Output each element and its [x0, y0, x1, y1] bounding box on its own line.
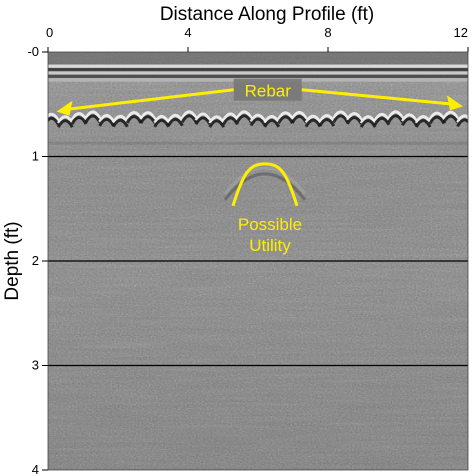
y-tick-label: 3	[32, 358, 39, 373]
utility-hyperbola-reflection-shadow	[223, 172, 307, 201]
x-tick-label: 8	[324, 25, 331, 40]
rebar-reflection-shadow	[98, 117, 115, 127]
rebar-reflection	[263, 114, 281, 124]
rebar-reflection-shadow	[442, 114, 460, 124]
rebar-reflection	[125, 110, 143, 120]
gridline-layer	[48, 155, 468, 367]
x-tick-label: 4	[184, 25, 191, 40]
rebar-reflection	[194, 112, 212, 122]
x-axis-title: Distance Along Profile (ft)	[160, 4, 374, 25]
rebar-reflection-shadow	[277, 115, 294, 124]
rebar-reflection-shadow	[373, 116, 391, 126]
rebar-reflection	[456, 114, 468, 124]
rebar-reflection	[359, 115, 377, 124]
rebar-annotation-label: Rebar	[245, 82, 292, 101]
x-tick-label: 0	[46, 25, 53, 40]
rebar-arrowhead-left	[56, 100, 73, 116]
utility-annotation-label: Utility	[249, 236, 291, 255]
utility-hyperbola-reflection	[223, 166, 307, 195]
rebar-reflection-shadow	[318, 118, 336, 127]
rebar-reflection-shadow	[84, 114, 102, 124]
rebar-reflection	[98, 113, 115, 123]
annotation-layer: Rebar Possible Utility	[56, 78, 463, 255]
rebar-reflection	[401, 113, 418, 123]
rebar-reflection-shadow	[414, 119, 432, 128]
rebar-arrow-right-line	[301, 88, 456, 106]
surface-reflection-band	[48, 74, 468, 79]
rebar-reflection	[249, 113, 267, 123]
surface-air-band	[48, 52, 468, 65]
shallow-layer-band	[48, 150, 468, 154]
x-tick-label: 12	[454, 25, 468, 40]
rebar-reflection-shadow	[70, 116, 88, 125]
rebar-reflection	[70, 112, 88, 121]
rebar-reflection-shadow	[56, 119, 74, 128]
rebar-reflection	[208, 115, 226, 124]
surface-reflection-band	[48, 67, 468, 72]
rebar-reflection-shadow	[401, 117, 418, 127]
rebar-reflection-shadow	[222, 116, 239, 126]
rebar-reflection	[84, 110, 102, 120]
rebar-reflection	[167, 113, 184, 123]
rebar-reflection-shadow	[208, 119, 226, 128]
y-tick-label: 1	[32, 149, 39, 164]
y-tick-label: 4	[32, 462, 39, 476]
rebar-reflection-shadow	[359, 119, 377, 128]
rebar-reflection-shadow	[112, 118, 129, 128]
radargram-plot-area	[48, 52, 468, 470]
rebar-reflection-shadow	[125, 114, 143, 124]
rebar-reflection	[139, 111, 157, 120]
rebar-reflection-shadow	[139, 115, 157, 124]
rebar-reflection-shadow	[263, 118, 281, 128]
rebar-reflection-shadow	[167, 117, 184, 127]
rebar-reflection	[112, 114, 129, 124]
rebar-reflection	[442, 110, 460, 120]
rebar-arrow-left-line	[64, 88, 234, 112]
rebar-reflection	[373, 112, 391, 122]
rebar-reflection	[56, 115, 74, 124]
rebar-reflection-shadow	[456, 118, 468, 128]
utility-annotation-label: Possible	[238, 215, 302, 234]
rebar-reflection	[277, 111, 294, 120]
rebar-reflection	[48, 112, 60, 122]
utility-bracket	[231, 162, 299, 207]
rebar-reflection-shadow	[249, 117, 267, 127]
rebar-reflection	[290, 110, 308, 120]
rebar-reflection	[180, 110, 198, 120]
surface-reflection-band	[48, 64, 468, 69]
rebar-reflection	[387, 110, 404, 119]
shallow-layer-band	[48, 132, 468, 136]
reflector-layer	[48, 52, 468, 201]
rebar-reflection-shadow	[290, 114, 308, 124]
rebar-reflection-shadow	[332, 114, 349, 124]
y-axis-title: Depth (ft)	[2, 221, 23, 300]
rebar-reflection	[414, 115, 432, 124]
surface-reflection-band	[48, 71, 468, 75]
rebar-reflection	[235, 110, 253, 120]
rebar-reflection	[332, 110, 349, 120]
rebar-reflection	[346, 112, 363, 121]
rebar-reflection-shadow	[48, 116, 60, 126]
rebar-reflection	[222, 112, 239, 122]
rebar-reflection	[318, 114, 336, 123]
shallow-layer-band	[48, 141, 468, 145]
rebar-label-backdrop	[233, 78, 302, 101]
y-tick-label: 2	[32, 253, 39, 268]
y-tick-label: -0	[27, 44, 39, 59]
rebar-reflection-shadow	[180, 114, 198, 124]
rebar-arrowhead-right	[447, 95, 463, 111]
